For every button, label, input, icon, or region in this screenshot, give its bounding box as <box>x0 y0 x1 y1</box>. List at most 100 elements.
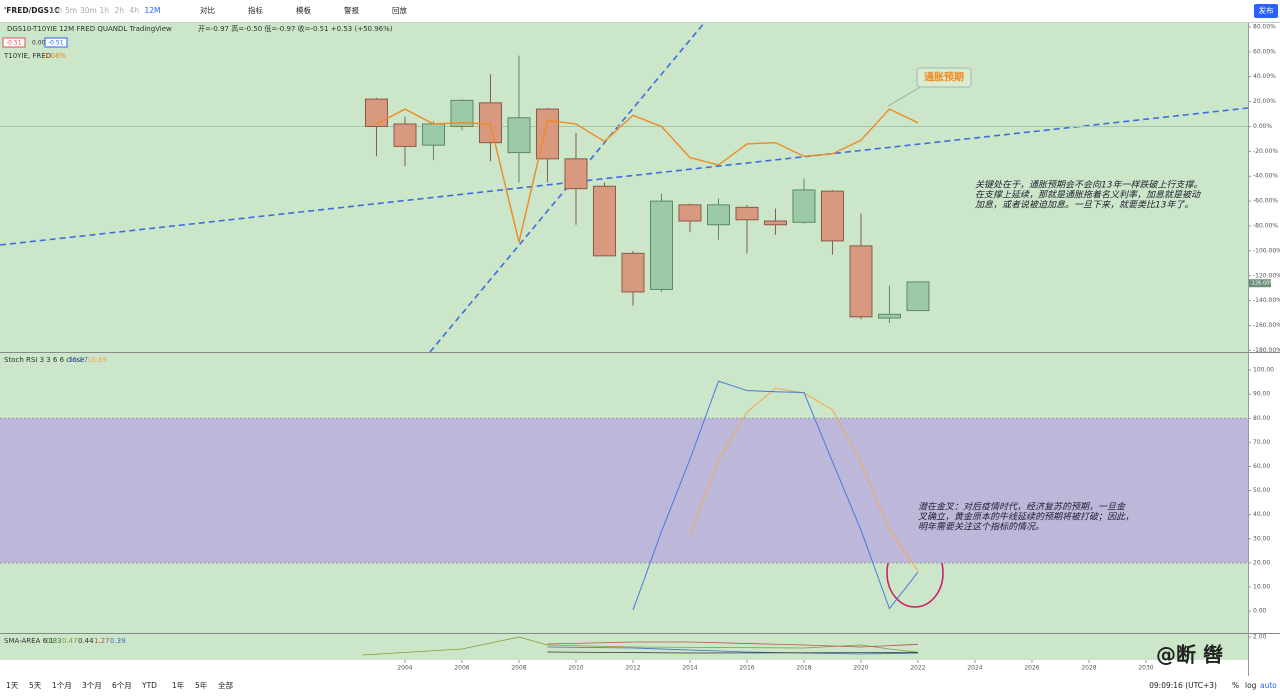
rsi-band <box>0 418 1248 563</box>
interval-button[interactable]: 1h <box>100 6 110 15</box>
y-tick-label: 70.00 <box>1253 439 1270 446</box>
y-tick-label: 50.00 <box>1253 487 1270 494</box>
y-tick-label: -160.00% <box>1253 322 1280 329</box>
y-tick-label: 20.00% <box>1253 98 1276 105</box>
annotation-text: 明年需要关注这个指标的情况。 <box>918 522 1044 533</box>
sma-value: 0.47 <box>62 637 78 645</box>
legend-badge <box>2 37 26 48</box>
range-button[interactable]: 1个月 <box>52 681 72 690</box>
y-tick-label: 2.00 <box>1253 634 1267 641</box>
interval-button[interactable]: 2h <box>115 6 125 15</box>
rsi-d: 16.69 <box>87 356 107 364</box>
interval-button[interactable]: 5m <box>65 6 77 15</box>
x-tick-label: 2030 <box>1138 665 1153 672</box>
annotation-text: 加息，或者说被迫加息。一旦下来，就要类比13年了。 <box>975 200 1193 211</box>
y-tick-label: -80.00% <box>1253 222 1278 229</box>
candle-body <box>507 117 531 154</box>
legend-badge-value: -0.51 <box>48 40 64 47</box>
legend-ohlc: 开=-0.97 高=-0.50 低=-0.97 收=-0.51 +0.53 (+… <box>198 24 393 33</box>
publish-button[interactable] <box>1254 4 1278 18</box>
candle-body <box>849 245 873 318</box>
candle-body <box>421 123 445 146</box>
callout: 通胀预期 <box>924 71 964 84</box>
candle-body <box>820 190 844 242</box>
toolbar-button[interactable]: 警报 <box>344 5 359 15</box>
legend-title: DGS10-T10YIE 12M FRED QUANDL TradingView <box>7 25 172 33</box>
symbol[interactable]: 'FRED/DGS1C <box>4 6 60 15</box>
toolbar-button[interactable]: 回放 <box>392 5 407 15</box>
y-tick-label: 0.00 <box>1253 608 1267 615</box>
y-tick-label: 80.00% <box>1253 23 1276 30</box>
range-button[interactable]: 5年 <box>195 680 208 690</box>
candle-body <box>564 158 588 190</box>
sma-line <box>547 651 918 654</box>
y-tick-label: 0.00% <box>1253 123 1272 130</box>
annotation-text: 叉确立，黄金原本的牛线延续的预期将被打破；因此， <box>918 512 1134 523</box>
scale-option[interactable]: auto <box>1260 681 1277 690</box>
scale-option[interactable]: log <box>1245 681 1257 690</box>
candle-body <box>393 123 417 147</box>
legend-badge-value: 0.00 <box>32 40 46 47</box>
y-tick-label: 30.00 <box>1253 535 1270 542</box>
candle-body <box>478 102 502 144</box>
x-tick-label: 2024 <box>967 665 982 672</box>
line-legend-value: 3.08% <box>44 52 67 60</box>
y-tick-label: -120.00% <box>1253 272 1280 279</box>
y-tick-label: -20.00% <box>1253 148 1278 155</box>
toolbar-button[interactable]: 指标 <box>248 5 263 15</box>
interval-button[interactable]: 1m <box>50 6 62 15</box>
sma-title: SMA-AREA 6 1 <box>4 637 54 645</box>
candle-body <box>877 313 901 319</box>
x-tick-label: 2006 <box>454 665 469 672</box>
toolbar-button[interactable]: 模板 <box>296 5 311 15</box>
range-button[interactable]: 3个月 <box>82 681 102 690</box>
toolbar-button[interactable]: 对比 <box>200 5 215 15</box>
y-tick-label: -180.00% <box>1253 347 1280 354</box>
watermark: @断 辔 <box>1156 643 1223 667</box>
callout-box <box>916 67 972 88</box>
interval-button[interactable]: 30m <box>80 6 97 15</box>
time-axis <box>0 660 1248 676</box>
x-tick-label: 2016 <box>739 665 754 672</box>
rsi-k: 16.17 <box>68 356 88 364</box>
price-axis <box>1248 22 1280 676</box>
rsi-title: Stoch RSI 3 3 6 6 close <box>4 356 84 364</box>
sma-value: 1.27 <box>94 637 110 645</box>
range-button[interactable]: 5天 <box>29 681 42 690</box>
range-button[interactable]: 1天 <box>6 681 19 690</box>
interval-button[interactable]: 4h <box>130 6 140 15</box>
annotation-text: 在支撑上延续，那就是通胀拖着名义利率，加息就是被动 <box>975 190 1201 201</box>
x-tick-label: 2010 <box>568 665 583 672</box>
clock: 09:09:16 (UTC+3) <box>1149 681 1217 690</box>
candle-body <box>763 220 787 226</box>
candle-body <box>450 99 474 127</box>
y-tick-label: 40.00% <box>1253 73 1276 80</box>
range-button[interactable]: 全部 <box>218 680 233 690</box>
publish-label[interactable]: 发布 <box>1259 5 1275 15</box>
y-tick-label: -100.00% <box>1253 247 1280 254</box>
range-button[interactable]: YTD <box>141 681 157 690</box>
y-tick-label: 90.00 <box>1253 391 1270 398</box>
interval-button[interactable]: 12M <box>145 6 161 15</box>
range-button[interactable]: 6个月 <box>112 681 132 690</box>
x-tick-label: 2008 <box>511 665 526 672</box>
candle-body <box>592 185 616 257</box>
sma-value: 0.44 <box>78 637 94 645</box>
last-price-tag <box>1249 279 1271 288</box>
chart-area <box>0 22 1248 660</box>
last-price-label: -126.00% <box>1250 281 1274 287</box>
x-tick-label: 2014 <box>682 665 697 672</box>
toolbar <box>0 0 1280 22</box>
candle-body <box>706 204 730 226</box>
scale-option[interactable]: % <box>1232 681 1239 690</box>
range-button[interactable]: 1年 <box>172 680 185 690</box>
candle-body <box>621 252 645 293</box>
y-tick-label: 20.00 <box>1253 559 1270 566</box>
sma-value: 0.39 <box>110 637 126 645</box>
y-tick-label: 60.00 <box>1253 463 1270 470</box>
bottom-bar <box>0 676 1280 696</box>
candle-body <box>364 98 388 127</box>
rsi-k-line <box>632 380 919 611</box>
